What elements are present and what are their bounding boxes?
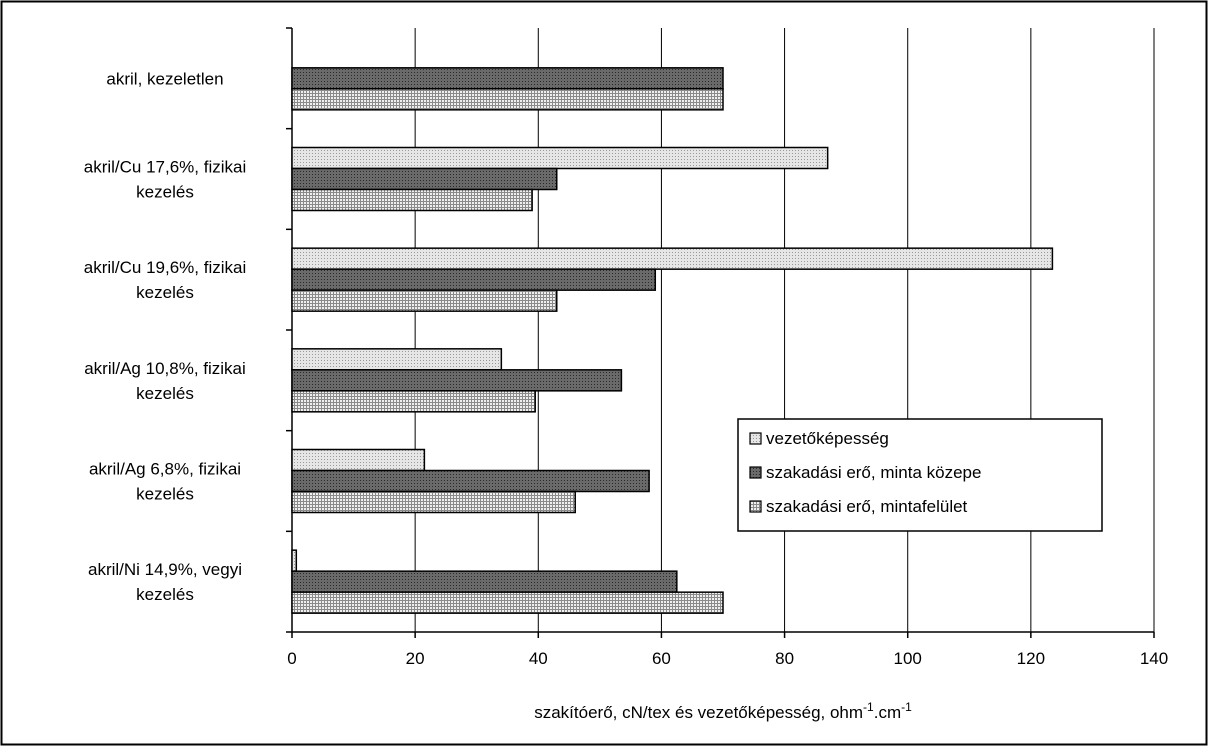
bar-szakadasi-ero-minta-kozepe xyxy=(291,67,724,90)
category-label: akril, kezeletlen xyxy=(106,69,223,88)
category-label: akril/Ag 6,8%, fizikai kezelés xyxy=(89,460,241,504)
legend: vezetőképesség szakadási erő, minta közep… xyxy=(737,418,1103,532)
bar-szakadasi-ero-mintafelulet xyxy=(291,188,533,212)
bar-vezetokepesseg xyxy=(291,448,426,472)
x-tick-label: 140 xyxy=(1140,649,1168,668)
bar-szakadasi-ero-mintafelulet xyxy=(291,490,576,514)
legend-swatch xyxy=(749,432,762,445)
x-tick-label: 100 xyxy=(894,649,922,668)
legend-label: vezetőképesség xyxy=(766,429,889,448)
x-tick-label: 0 xyxy=(287,649,296,668)
x-axis-title: szakítóerő, cN/tex és vezetőképesség, oh… xyxy=(534,700,912,722)
bar-vezetokepesseg xyxy=(291,348,503,371)
legend-label: szakadási erő, mintafelület xyxy=(766,497,968,516)
x-tick-label: 20 xyxy=(406,649,425,668)
legend-swatch xyxy=(749,500,762,513)
bar-szakadasi-ero-minta-kozepe xyxy=(291,570,678,593)
bar-vezetokepesseg xyxy=(291,146,829,170)
category-label: akril/Cu 19,6%, fizikai kezelés xyxy=(84,258,247,302)
bar-vezetokepesseg xyxy=(291,247,1054,270)
bar-vezetokepesseg xyxy=(291,549,298,572)
bar-szakadasi-ero-minta-kozepe xyxy=(291,167,558,191)
category-label: akril/Ag 10,8%, fizikai kezelés xyxy=(84,359,246,403)
bar-szakadasi-ero-mintafelulet xyxy=(291,289,558,312)
bar-szakadasi-ero-minta-kozepe xyxy=(291,469,650,493)
bar-szakadasi-ero-mintafelulet xyxy=(291,88,724,111)
category-label: akril/Ni 14,9%, vegyi kezelés xyxy=(88,560,242,604)
bar-szakadasi-ero-mintafelulet xyxy=(291,390,536,413)
x-tick-label: 120 xyxy=(1017,649,1045,668)
legend-box xyxy=(737,418,1103,532)
category-label: akril/Cu 17,6%, fizikai kezelés xyxy=(84,158,247,202)
plot-area: 0 20 40 60 80 100 120 140 akril, kezeletlen akril… xyxy=(84,27,1168,722)
bar-szakadasi-ero-mintafelulet xyxy=(291,591,724,614)
x-tick-label: 80 xyxy=(775,649,794,668)
x-tick-label: 40 xyxy=(529,649,548,668)
bar-szakadasi-ero-minta-kozepe xyxy=(291,369,623,392)
legend-swatch xyxy=(749,466,762,479)
x-tick-label: 60 xyxy=(652,649,671,668)
legend-label: szakadási erő, minta közepe xyxy=(766,463,981,482)
bar-szakadasi-ero-minta-kozepe xyxy=(291,268,657,291)
